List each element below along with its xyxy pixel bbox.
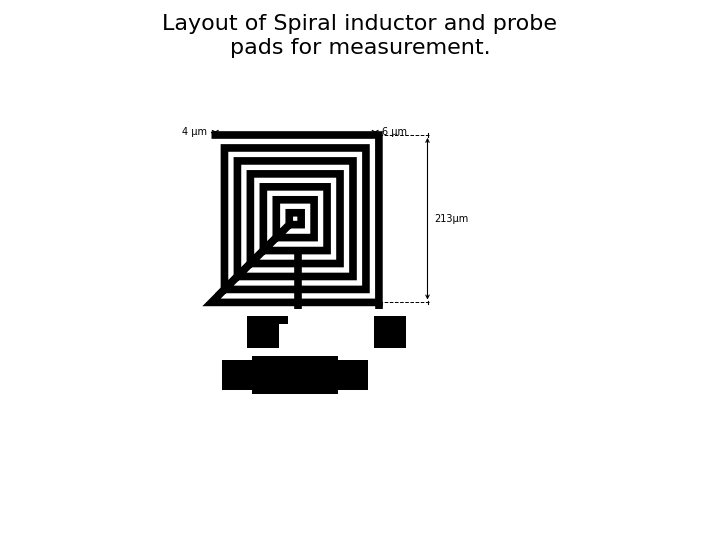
Bar bbox=[293, 358, 302, 368]
Text: 6 μm: 6 μm bbox=[382, 127, 407, 137]
Bar bbox=[252, 356, 338, 394]
Bar bbox=[374, 316, 406, 348]
Bar bbox=[246, 316, 279, 348]
Bar bbox=[222, 360, 252, 390]
Text: 213μm: 213μm bbox=[434, 214, 468, 224]
Bar bbox=[338, 360, 368, 390]
Text: 4 μm: 4 μm bbox=[182, 127, 207, 137]
Bar bbox=[279, 316, 289, 324]
Text: Layout of Spiral inductor and probe
pads for measurement.: Layout of Spiral inductor and probe pads… bbox=[163, 14, 557, 58]
